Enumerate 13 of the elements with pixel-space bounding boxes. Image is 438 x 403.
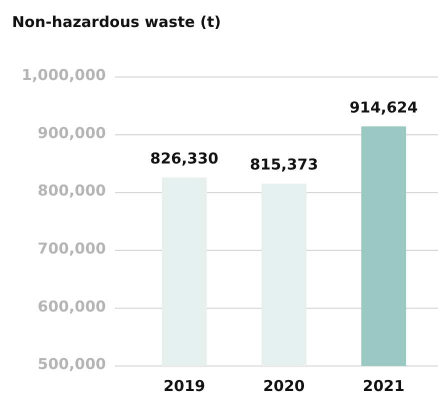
y-tick-label: 1,000,000 xyxy=(22,66,106,84)
data-label: 914,624 xyxy=(349,98,418,116)
y-tick-label: 900,000 xyxy=(38,124,106,142)
y-tick-label: 500,000 xyxy=(38,355,106,374)
chart-title: Non-hazardous waste (t) xyxy=(12,13,222,31)
x-tick-label: 2019 xyxy=(163,377,206,395)
y-tick-label: 600,000 xyxy=(38,297,106,316)
y-tick-label: 700,000 xyxy=(38,239,106,258)
data-label: 815,373 xyxy=(250,156,318,174)
x-tick-label: 2020 xyxy=(263,377,305,395)
x-tick-label: 2021 xyxy=(362,377,405,395)
data-label: 826,330 xyxy=(150,149,219,168)
y-tick-label: 800,000 xyxy=(38,182,106,200)
